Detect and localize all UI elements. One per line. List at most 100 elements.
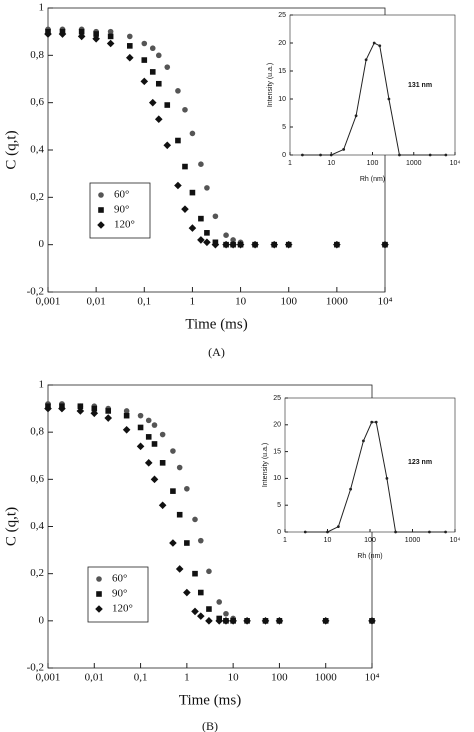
x-tick-label: 100 <box>367 160 379 167</box>
legend-marker <box>96 591 102 597</box>
y-tick-label: 0,6 <box>30 473 44 485</box>
x-tick-label: 1000 <box>405 537 421 544</box>
marker <box>275 617 284 625</box>
marker <box>136 442 145 451</box>
marker <box>184 485 190 492</box>
marker <box>321 617 330 625</box>
marker <box>151 422 158 428</box>
y-axis-label: Intensity (u.a.) <box>262 443 269 487</box>
marker <box>92 34 100 43</box>
marker <box>175 88 181 94</box>
annotation: 131 nm <box>408 82 432 89</box>
y-tick-label: 0,8 <box>30 49 44 61</box>
y-tick-label: 0 <box>277 529 281 536</box>
marker <box>230 237 236 243</box>
y-tick-label: -0,2 <box>27 286 44 298</box>
y-tick-label: -0,2 <box>27 662 44 674</box>
x-tick-label: 10 <box>327 160 335 167</box>
x-tick-label: 0,01 <box>85 672 104 684</box>
marker <box>58 404 66 413</box>
x-tick-label: 10 <box>324 537 332 544</box>
marker <box>381 240 389 249</box>
y-tick-label: 10 <box>273 475 281 482</box>
x-tick-label: 100 <box>271 672 288 684</box>
marker <box>182 163 188 170</box>
marker <box>158 501 167 510</box>
marker <box>175 137 181 144</box>
marker <box>137 412 144 419</box>
x-tick-label: 100 <box>364 537 376 544</box>
marker <box>155 80 162 87</box>
x-tick-label: 0,001 <box>36 296 61 308</box>
marker <box>141 40 148 47</box>
point <box>362 439 365 443</box>
point <box>387 97 391 101</box>
marker <box>229 240 237 249</box>
point <box>444 153 448 157</box>
point <box>329 153 333 157</box>
marker <box>206 568 212 575</box>
y-tick-label: 25 <box>278 12 286 19</box>
marker <box>170 448 176 454</box>
x-tick-label: 0,01 <box>87 296 106 308</box>
caption: (A) <box>208 345 225 359</box>
marker <box>155 52 162 59</box>
x-tick-label: 1 <box>190 296 196 308</box>
marker <box>206 606 212 612</box>
marker <box>243 617 251 625</box>
marker <box>159 431 166 438</box>
point <box>336 525 340 529</box>
marker <box>223 232 229 238</box>
y-tick-label: 0 <box>39 614 45 626</box>
marker <box>106 39 115 48</box>
marker <box>176 511 183 518</box>
legend-label: 60° <box>114 189 129 201</box>
y-tick-label: 0,8 <box>30 426 44 438</box>
point <box>385 477 389 480</box>
marker <box>261 617 270 625</box>
point <box>398 153 401 157</box>
marker <box>196 612 205 620</box>
marker <box>189 130 196 137</box>
legend-marker <box>98 192 104 198</box>
marker <box>141 57 148 63</box>
marker <box>175 565 184 573</box>
marker <box>44 30 52 38</box>
x-tick-label: 0,1 <box>134 672 148 684</box>
point <box>364 58 368 62</box>
marker <box>222 617 230 625</box>
marker <box>164 64 171 70</box>
marker <box>198 215 204 222</box>
marker <box>270 240 279 249</box>
marker <box>197 537 204 544</box>
marker <box>150 475 159 484</box>
marker <box>164 102 171 108</box>
marker <box>182 106 188 113</box>
point <box>303 530 307 534</box>
marker <box>223 610 229 617</box>
marker <box>145 417 152 424</box>
marker <box>58 30 67 38</box>
marker <box>144 459 153 467</box>
legend-label: 90° <box>114 204 129 216</box>
marker <box>191 607 199 616</box>
y-tick-label: 0,4 <box>30 520 44 532</box>
marker <box>181 205 189 213</box>
marker <box>197 589 204 596</box>
y-tick-label: 1 <box>39 379 45 391</box>
point <box>444 530 447 534</box>
x-tick-label: 1000 <box>406 160 422 167</box>
legend-label: 120° <box>114 219 135 231</box>
marker <box>145 434 152 440</box>
marker <box>192 570 198 577</box>
main-chart: 0,001 0,01 0,1 1 10 100 1000 10⁴-0,200,20,40,60… <box>3 2 392 359</box>
point <box>372 41 376 45</box>
marker <box>251 240 259 249</box>
marker <box>148 98 157 107</box>
inset-chart: 1 10 100 1000 10⁴ 0 5 10 15 20 25 Rh (nm) Intensity … <box>262 395 461 560</box>
marker <box>91 405 98 412</box>
marker <box>211 240 220 249</box>
y-tick-label: 5 <box>277 502 281 509</box>
marker <box>284 240 293 249</box>
